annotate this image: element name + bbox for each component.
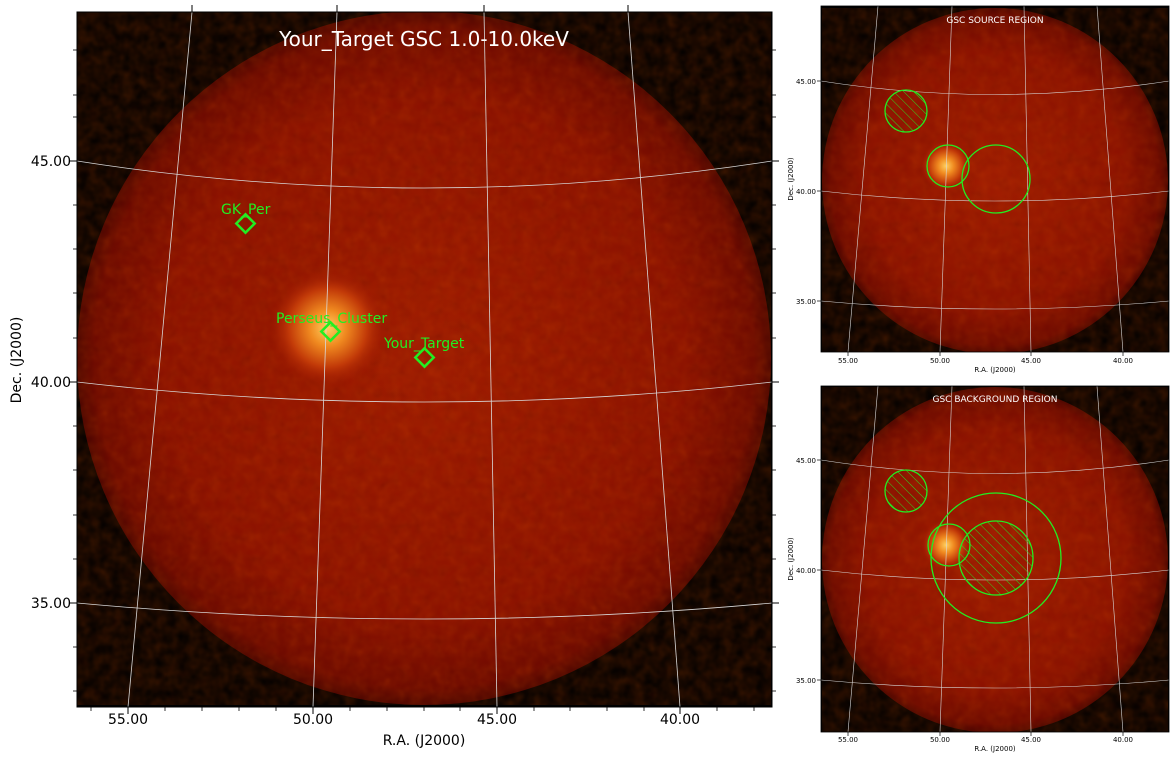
x-tick-label: 55.00 — [108, 712, 148, 728]
x-tick-label: 40.00 — [1113, 736, 1133, 744]
y-tick-label: 45.00 — [796, 457, 816, 465]
background-extraction-region[interactable] — [930, 492, 1062, 624]
source-region-panel: GSC SOURCE REGION — [821, 6, 1169, 352]
diamond-marker-icon — [234, 212, 257, 235]
field-noise-texture — [77, 12, 771, 705]
main-axis-ticks — [70, 5, 779, 714]
excluded-source-region[interactable] — [958, 520, 1034, 596]
y-tick-label: 40.00 — [796, 188, 816, 196]
excluded-region-perseus[interactable] — [926, 144, 970, 188]
background-panel-title: GSC BACKGROUND REGION — [933, 395, 1058, 405]
x-tick-label: 40.00 — [1113, 357, 1133, 365]
source-label-your-target: Your_Target — [383, 336, 465, 352]
background-region-panel: GSC BACKGROUND REGION — [821, 386, 1169, 732]
main-image-panel: GK_Per Perseus_Cluster Your_Target Your_… — [77, 12, 772, 707]
source-label-perseus-cluster: Perseus_Cluster — [276, 311, 387, 327]
x-tick-label: 45.00 — [1021, 736, 1041, 744]
x-tick-label: 40.00 — [660, 712, 700, 728]
y-tick-label: 35.00 — [796, 298, 816, 306]
main-panel-title: Your_Target GSC 1.0-10.0keV — [278, 27, 569, 51]
field-noise-texture — [822, 8, 1168, 352]
y-tick-label: 45.00 — [31, 154, 71, 170]
diamond-marker-icon — [319, 320, 342, 343]
source-label-gk-per: GK_Per — [221, 202, 271, 218]
y-tick-label: 35.00 — [31, 596, 71, 612]
x-tick-label: 45.00 — [1021, 357, 1041, 365]
x-tick-label: 45.00 — [477, 712, 517, 728]
main-axis-minor-ticks — [73, 49, 776, 711]
source-marker-perseus-cluster[interactable] — [319, 320, 342, 343]
source-marker-your-target[interactable] — [413, 346, 436, 369]
x-tick-label: 50.00 — [293, 712, 333, 728]
y-tick-label: 40.00 — [31, 375, 71, 391]
x-tick-label: 50.00 — [930, 357, 950, 365]
perseus-cluster-emission — [920, 140, 972, 192]
background-axis-ticks — [817, 459, 1124, 736]
source-panel-title: GSC SOURCE REGION — [946, 16, 1043, 26]
source-marker-gk-per[interactable] — [234, 212, 257, 235]
excluded-region-gk-per[interactable] — [884, 469, 928, 513]
x-tick-label: 55.00 — [838, 736, 858, 744]
perseus-cluster-emission — [268, 268, 388, 388]
excluded-region-gk-per[interactable] — [884, 89, 928, 133]
coordinate-grid — [821, 386, 1169, 732]
diamond-marker-icon — [413, 346, 436, 369]
y-tick-label: 45.00 — [796, 78, 816, 86]
coordinate-grid — [821, 6, 1169, 352]
y-tick-label: 40.00 — [796, 567, 816, 575]
x-axis-label: R.A. (J2000) — [974, 745, 1016, 753]
x-axis-label: R.A. (J2000) — [383, 733, 466, 749]
y-axis-label: Dec. (J2000) — [787, 537, 795, 581]
source-axis-ticks — [817, 80, 1124, 356]
source-extraction-region[interactable] — [961, 144, 1031, 214]
y-tick-label: 35.00 — [796, 677, 816, 685]
x-tick-label: 55.00 — [838, 357, 858, 365]
x-axis-label: R.A. (J2000) — [974, 366, 1016, 374]
y-axis-label: Dec. (J2000) — [787, 157, 795, 201]
coordinate-grid — [77, 12, 772, 707]
x-tick-label: 50.00 — [930, 736, 950, 744]
y-axis-label: Dec. (J2000) — [9, 317, 25, 404]
